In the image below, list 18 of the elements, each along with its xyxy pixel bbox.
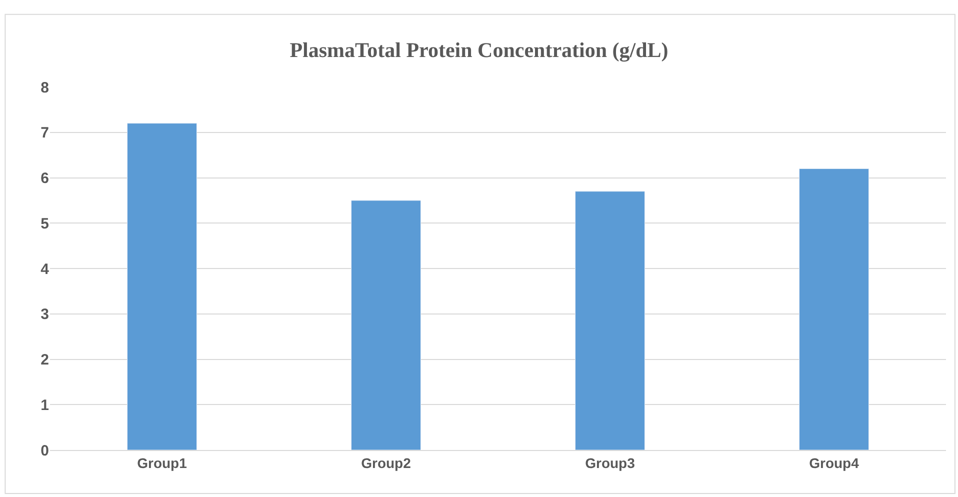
y-tick-label: 6 — [40, 170, 49, 187]
y-tick-label: 5 — [40, 215, 49, 232]
y-tick-label: 0 — [40, 442, 49, 460]
bar — [127, 123, 197, 450]
bar — [799, 168, 869, 450]
y-tick-label: 4 — [40, 260, 50, 278]
x-tick-label: Group3 — [585, 454, 636, 471]
bar — [575, 191, 645, 450]
chart-title: PlasmaTotal Protein Concentration (g/dL) — [290, 38, 668, 62]
x-tick-label: Group1 — [137, 454, 188, 471]
x-tick-label: Group2 — [361, 454, 412, 471]
y-tick-label: 1 — [40, 396, 49, 414]
bar — [351, 200, 421, 450]
x-tick-label: Group4 — [809, 454, 860, 471]
y-tick-label: 7 — [40, 124, 49, 142]
y-tick-label: 2 — [40, 352, 49, 368]
y-tick-label: 3 — [40, 306, 49, 324]
y-tick-label: 8 — [40, 79, 49, 96]
